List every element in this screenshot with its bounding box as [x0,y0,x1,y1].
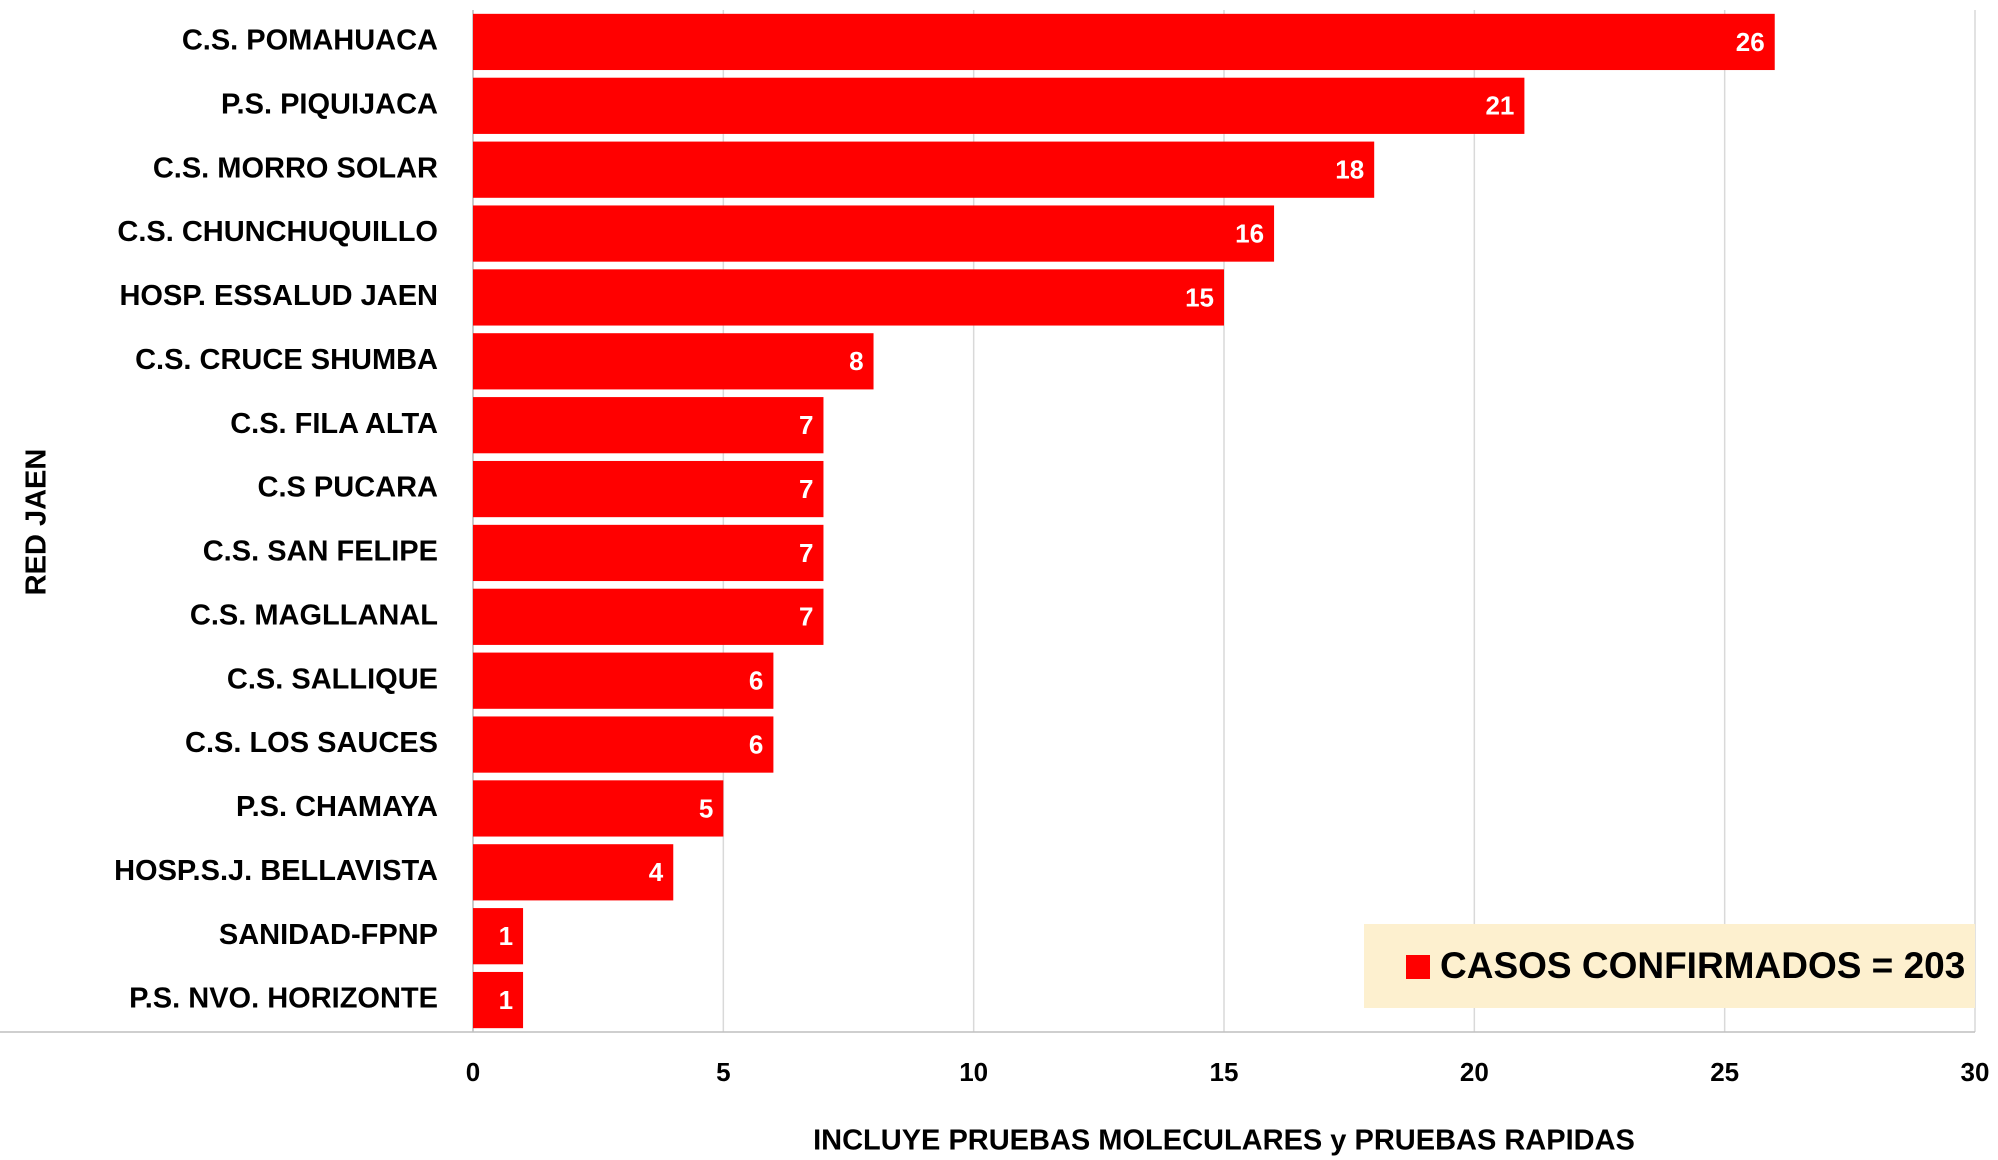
legend-swatch [1406,955,1430,979]
value-label: 7 [799,602,813,632]
bar [473,141,1375,198]
bar [473,588,824,645]
value-label: 1 [499,985,513,1015]
value-label: 21 [1485,91,1514,121]
y-tick-label: C.S PUCARA [258,472,439,504]
y-tick-label: P.S. NVO. HORIZONTE [129,983,438,1015]
y-tick-label: C.S. SAN FELIPE [203,536,438,568]
y-tick-label: HOSP. ESSALUD JAEN [119,280,438,312]
legend-label: CASOS CONFIRMADOS = 203 [1440,945,1965,986]
value-label: 7 [799,410,813,440]
value-label: 8 [849,346,863,376]
bar [473,13,1775,71]
x-tick-label: 5 [716,1057,730,1087]
y-tick-label: C.S. LOS SAUCES [185,727,438,759]
y-tick-label: C.S. CHUNCHUQUILLO [117,216,438,248]
bar [473,524,824,582]
bar [473,460,824,518]
y-tick-label: C.S. POMAHUACA [182,25,438,57]
y-tick-label: P.S. PIQUIJACA [221,88,438,120]
x-tick-label: 10 [959,1057,988,1087]
legend-box [1364,924,1975,1008]
y-tick-label: SANIDAD-FPNP [219,919,438,951]
bar [473,205,1275,262]
y-tick-label: C.S. FILA ALTA [230,408,438,440]
value-label: 4 [649,857,664,887]
y-tick-label: HOSP.S.J. BELLAVISTA [114,855,438,887]
value-label: 18 [1335,155,1364,185]
value-label: 16 [1235,218,1264,248]
y-tick-label: C.S. CRUCE SHUMBA [135,344,438,376]
x-axis-label: INCLUYE PRUEBAS MOLECULARES y PRUEBAS RA… [813,1125,1635,1157]
y-tick-label: C.S. MORRO SOLAR [153,152,438,184]
value-label: 26 [1736,27,1765,57]
value-label: 5 [699,793,713,823]
value-label: 15 [1185,282,1214,312]
bar [473,971,524,1029]
y-axis-label: RED JAEN [21,449,53,596]
bar [473,908,524,965]
y-tick-label: P.S. CHAMAYA [236,791,438,823]
value-label: 7 [799,474,813,504]
bar [473,269,1224,326]
x-tick-label: 15 [1210,1057,1239,1087]
x-tick-label: 0 [466,1057,480,1087]
y-tick-label: C.S. SALLIQUE [227,663,438,695]
x-tick-label: 25 [1710,1057,1739,1087]
bar [473,652,774,709]
bar [473,77,1525,134]
value-label: 1 [499,921,513,951]
value-label: 6 [749,666,763,696]
bar [473,844,674,901]
x-tick-label: 30 [1961,1057,1990,1087]
bar [473,716,774,773]
bar [473,397,824,454]
bar [473,780,724,837]
bar [473,333,874,390]
value-label: 6 [749,729,763,759]
y-tick-label: C.S. MAGLLANAL [190,599,438,631]
value-label: 7 [799,538,813,568]
x-tick-label: 20 [1460,1057,1489,1087]
